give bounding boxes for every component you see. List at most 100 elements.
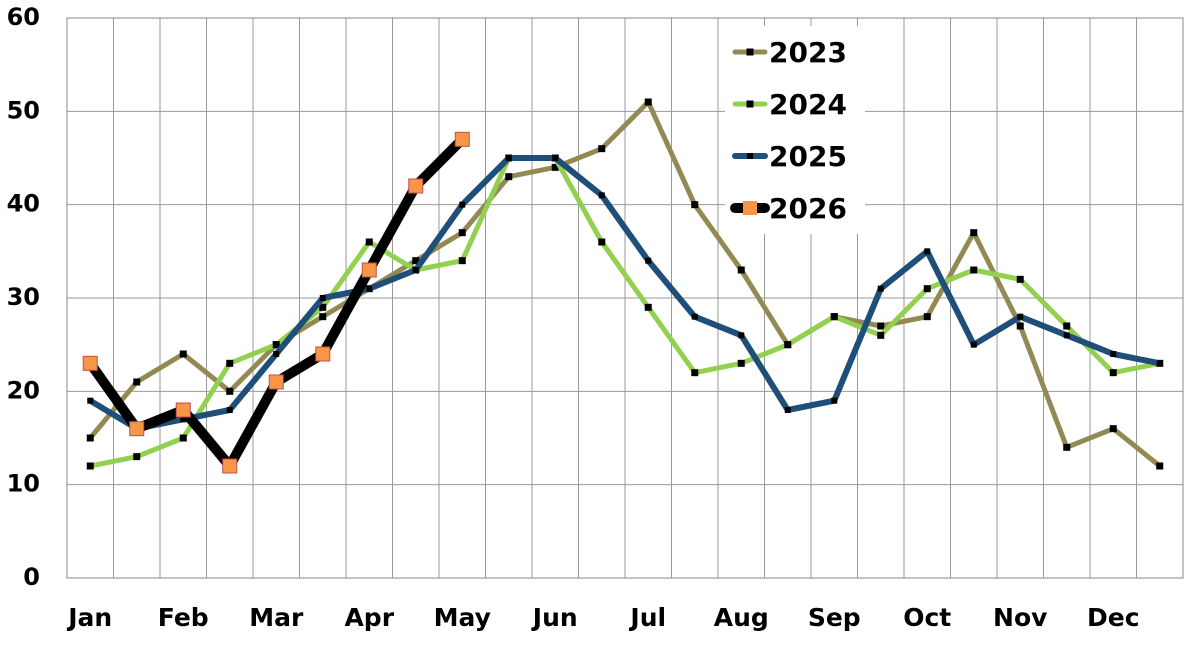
marker <box>133 453 141 461</box>
marker <box>408 178 424 194</box>
marker <box>970 341 977 348</box>
x-tick-label: Jan <box>66 603 112 632</box>
marker <box>1156 462 1164 470</box>
marker <box>1063 322 1071 330</box>
marker <box>877 331 885 339</box>
marker <box>412 267 419 273</box>
legend-label: 2026 <box>769 192 847 225</box>
legend-label: 2024 <box>769 88 847 121</box>
marker <box>319 303 327 311</box>
marker <box>970 229 978 237</box>
marker <box>551 163 559 171</box>
marker <box>1063 443 1071 451</box>
x-tick-label: May <box>434 603 491 632</box>
legend-marker <box>743 201 757 215</box>
marker <box>598 192 605 199</box>
marker <box>877 322 885 330</box>
x-tick-label: Sep <box>808 603 861 632</box>
marker <box>831 397 838 404</box>
marker <box>129 421 145 437</box>
x-tick-label: Mar <box>249 603 304 632</box>
marker <box>691 369 699 377</box>
marker <box>226 359 234 367</box>
y-tick-label: 20 <box>7 376 40 404</box>
marker <box>598 145 606 153</box>
marker <box>82 355 98 371</box>
y-tick-label: 60 <box>7 3 40 31</box>
marker <box>830 313 838 321</box>
marker <box>366 285 373 292</box>
x-tick-label: Oct <box>903 603 951 632</box>
legend-marker <box>747 153 753 159</box>
legend-marker <box>746 100 754 108</box>
series-line <box>86 135 466 471</box>
series-line <box>88 99 1162 468</box>
marker <box>319 295 326 301</box>
marker <box>1016 275 1024 283</box>
marker <box>272 341 280 349</box>
x-tick-label: Aug <box>714 603 769 632</box>
marker <box>273 351 280 357</box>
x-tick-label: Feb <box>158 603 209 632</box>
marker <box>505 173 513 181</box>
marker <box>365 238 373 246</box>
marker <box>180 416 187 423</box>
marker <box>1109 425 1117 433</box>
marker <box>784 341 792 349</box>
marker <box>86 462 94 470</box>
marker <box>87 397 94 404</box>
marker <box>738 332 745 339</box>
marker <box>179 434 187 442</box>
marker <box>505 155 512 161</box>
marker <box>598 238 606 246</box>
x-tick-label: Jun <box>531 603 578 632</box>
y-tick-label: 10 <box>7 470 40 498</box>
marker <box>970 266 978 274</box>
legend-box <box>725 26 865 234</box>
marker <box>133 378 141 386</box>
y-tick-label: 40 <box>7 190 40 218</box>
marker <box>1156 360 1163 367</box>
x-tick-label: Jul <box>628 603 666 632</box>
marker <box>458 257 466 265</box>
marker <box>784 407 791 413</box>
marker <box>315 346 331 362</box>
marker <box>268 374 284 390</box>
marker <box>923 313 931 321</box>
marker <box>877 285 884 292</box>
marker <box>552 155 559 161</box>
series-line <box>89 155 1161 469</box>
x-tick-label: Nov <box>993 603 1047 632</box>
marker <box>691 313 698 320</box>
legend-marker <box>746 48 754 56</box>
marker <box>226 407 233 413</box>
plot-frame <box>66 17 1184 579</box>
marker <box>226 387 234 395</box>
y-tick-label: 50 <box>7 96 40 124</box>
x-tick-label: Dec <box>1087 603 1140 632</box>
marker <box>1110 351 1117 357</box>
marker <box>459 201 466 208</box>
x-tick-label: Apr <box>344 603 394 632</box>
marker <box>319 313 327 321</box>
marker <box>361 262 377 278</box>
marker <box>454 131 470 147</box>
marker <box>458 229 466 237</box>
marker <box>222 458 238 474</box>
marker <box>412 257 420 265</box>
y-tick-label: 0 <box>23 563 40 591</box>
marker <box>644 303 652 311</box>
y-tick-label: 30 <box>7 283 40 311</box>
marker <box>644 98 652 106</box>
marker <box>1016 322 1024 330</box>
marker <box>1063 332 1070 339</box>
marker <box>179 350 187 358</box>
marker <box>737 359 745 367</box>
marker <box>1017 313 1024 320</box>
marker <box>924 248 931 255</box>
marker <box>691 201 699 209</box>
marker <box>175 402 191 418</box>
marker <box>737 266 745 274</box>
series-line <box>88 155 1161 432</box>
